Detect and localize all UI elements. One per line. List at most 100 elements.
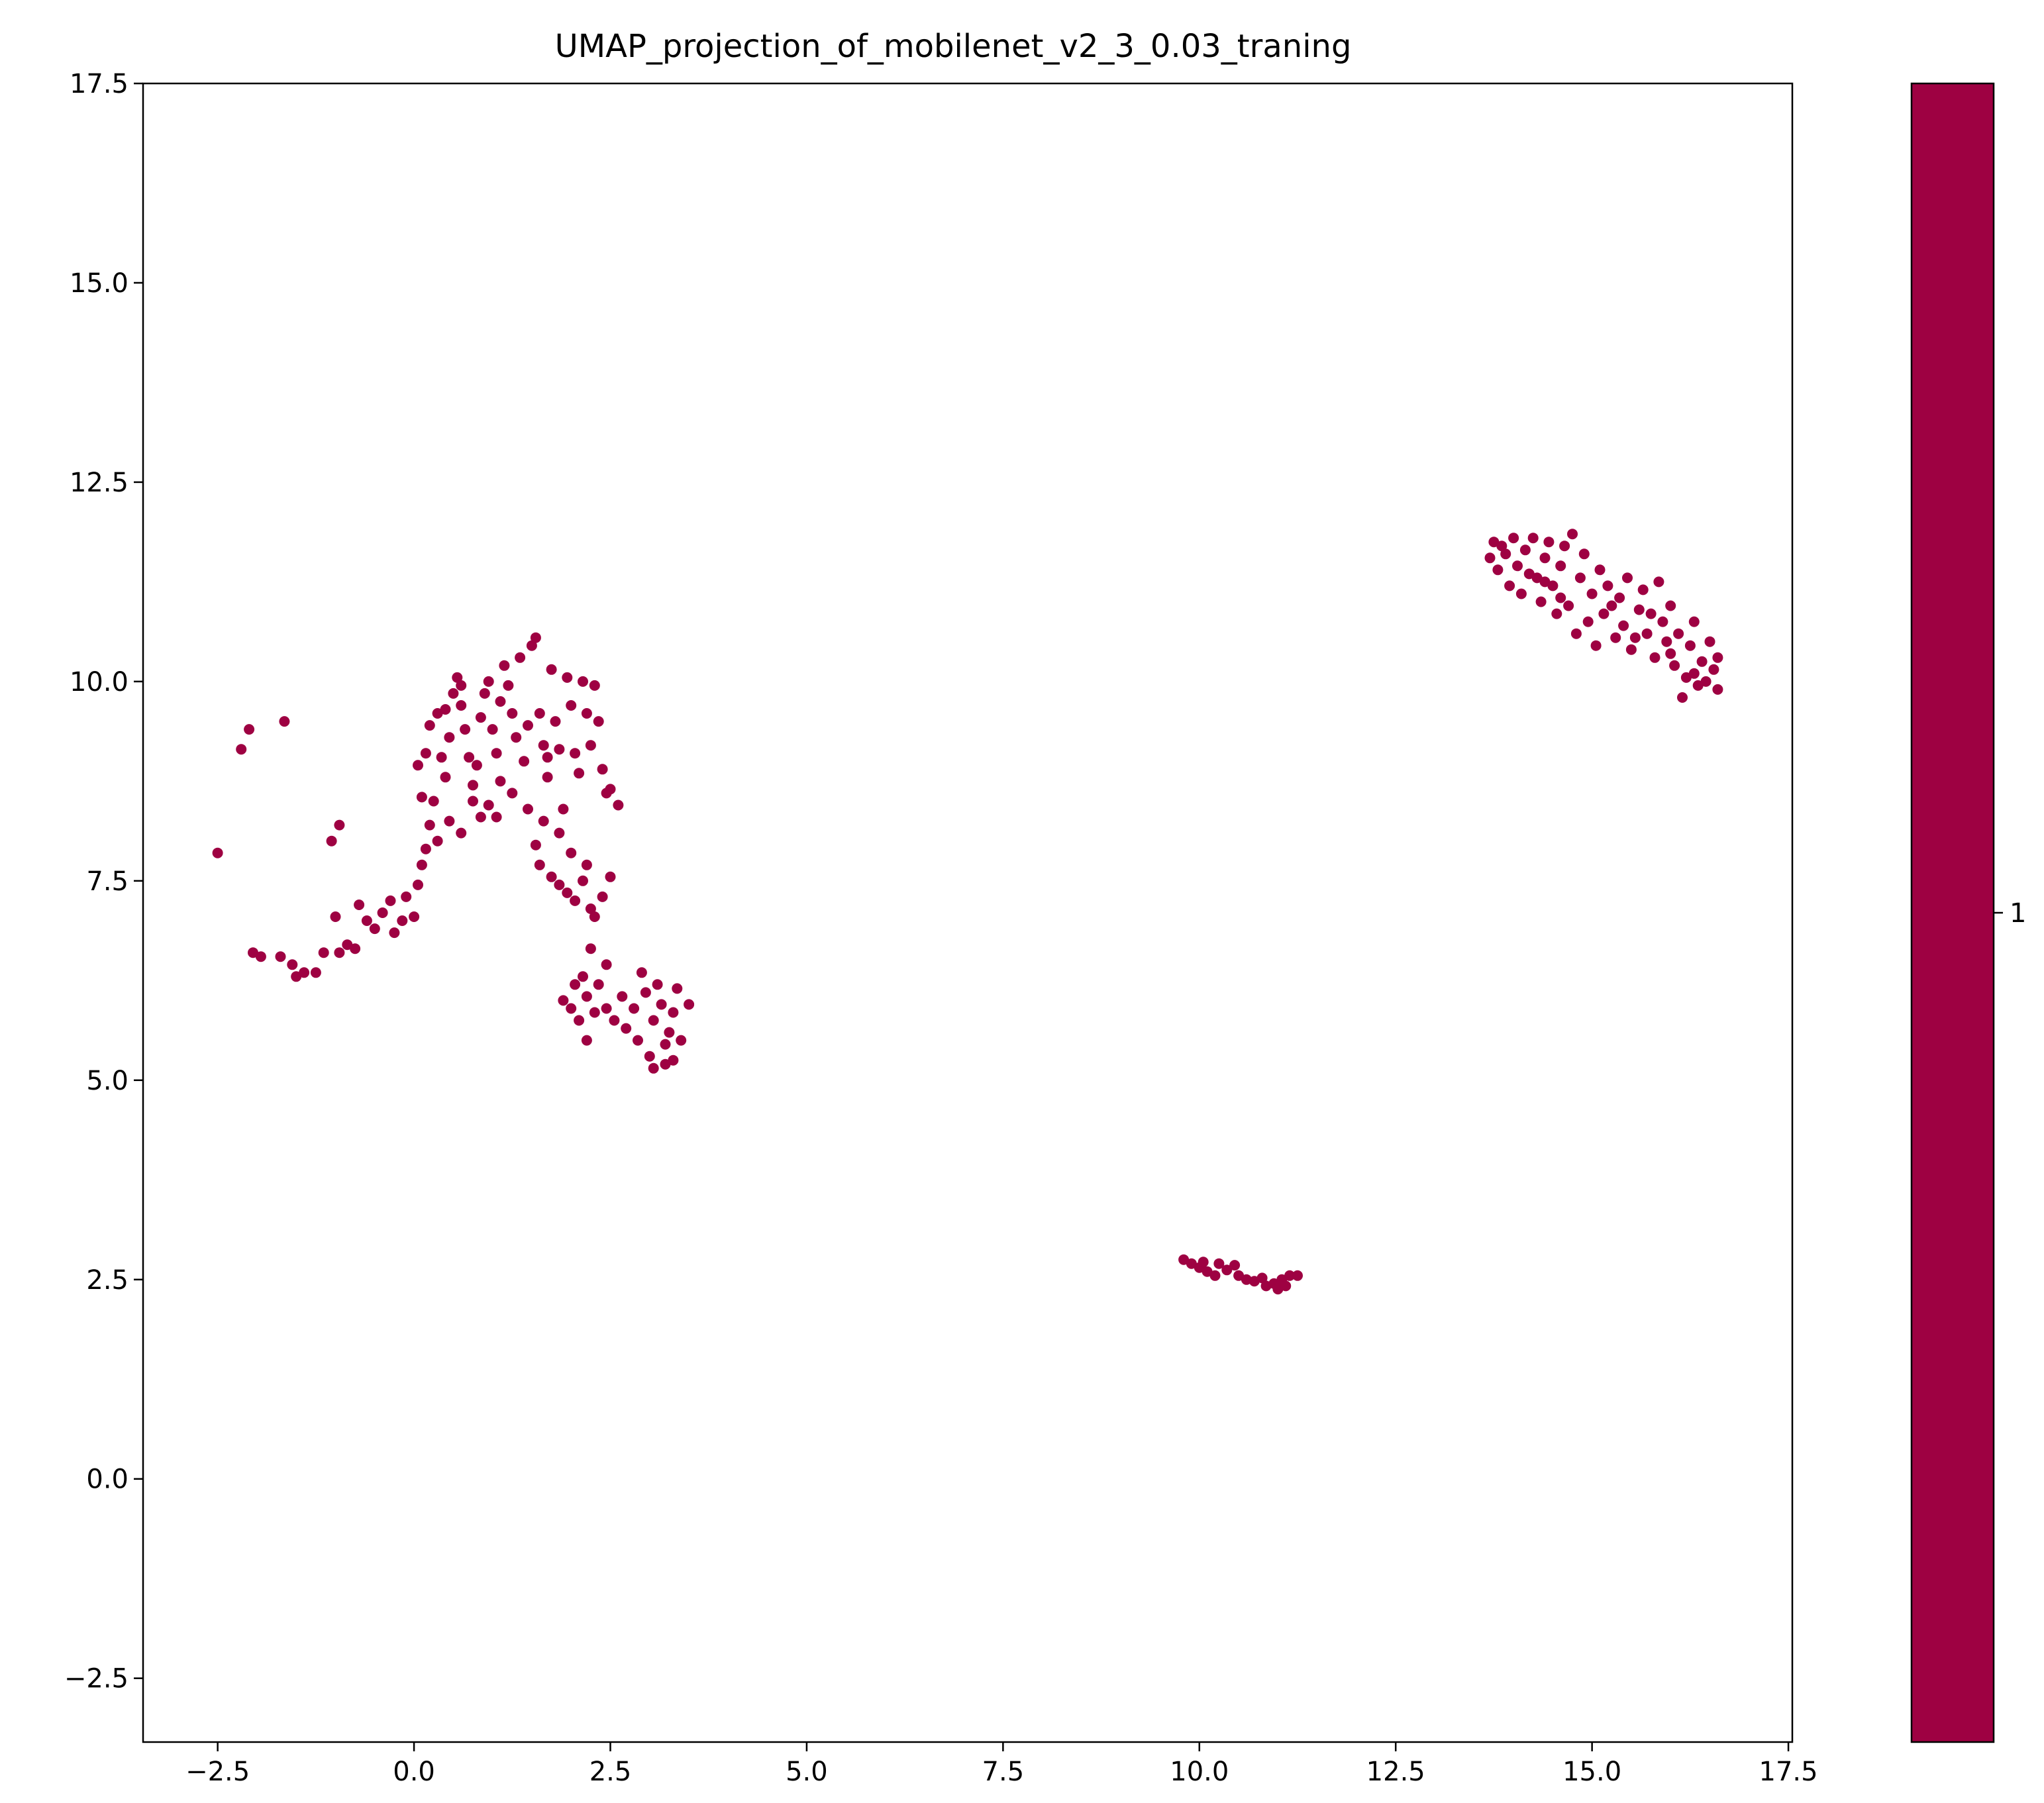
scatter-point <box>1578 548 1590 560</box>
scatter-point <box>558 995 569 1006</box>
scatter-point <box>534 708 545 719</box>
scatter-point <box>416 792 427 803</box>
scatter-point <box>212 847 223 858</box>
scatter-point <box>1559 541 1570 552</box>
scatter-point <box>1515 588 1527 599</box>
scatter-point <box>369 923 380 935</box>
scatter-point <box>542 752 553 763</box>
scatter-point <box>409 911 420 922</box>
scatter-point <box>1555 592 1566 603</box>
scatter-point <box>1622 572 1633 584</box>
scatter-point <box>1508 533 1519 544</box>
scatter-point <box>1712 652 1723 663</box>
scatter-point <box>495 696 506 707</box>
x-tick-label: 5.0 <box>786 1757 828 1787</box>
scatter-point <box>1673 628 1684 639</box>
y-tick-label: 10.0 <box>70 667 128 697</box>
scatter-point <box>570 895 581 906</box>
scatter-point <box>275 951 286 962</box>
scatter-point <box>660 1058 671 1070</box>
scatter-point <box>413 760 423 771</box>
y-tick-label: 5.0 <box>86 1066 128 1096</box>
scatter-point <box>448 688 459 699</box>
colorbar-tick-label: 1 <box>2010 898 2026 929</box>
scatter-point <box>566 1003 577 1014</box>
scatter-point <box>605 871 616 882</box>
scatter-point <box>578 971 588 982</box>
scatter-point <box>1677 692 1688 703</box>
scatter-point <box>633 1035 643 1046</box>
scatter-point <box>538 740 549 751</box>
scatter-point <box>342 939 353 951</box>
scatter-point <box>436 752 447 763</box>
scatter-point <box>585 943 596 954</box>
scatter-point <box>515 652 526 663</box>
scatter-point <box>1598 608 1610 619</box>
scatter-point <box>1700 676 1712 687</box>
scatter-point <box>1292 1270 1303 1281</box>
scatter-point <box>640 987 651 998</box>
scatter-point <box>558 803 569 815</box>
scatter-point <box>456 680 467 691</box>
scatter-point <box>523 803 533 815</box>
scatter-point <box>1504 580 1515 592</box>
scatter-point <box>1519 544 1531 556</box>
scatter-point <box>668 1007 679 1018</box>
scatter-point <box>1684 640 1696 651</box>
scatter-point <box>1547 580 1559 592</box>
scatter-point <box>236 744 247 755</box>
scatter-point <box>601 959 612 970</box>
scatter-point <box>566 847 577 858</box>
scatter-point <box>676 1035 687 1046</box>
scatter-point <box>1496 541 1507 552</box>
chart-title: UMAP_projection_of_mobilenet_v2_3_0.03_t… <box>555 28 1352 65</box>
y-tick-label: 12.5 <box>70 468 128 498</box>
scatter-point <box>1708 664 1719 675</box>
scatter-point <box>1488 537 1500 548</box>
axes-frame <box>142 82 1794 1743</box>
x-tick-label: 2.5 <box>589 1757 632 1787</box>
scatter-point <box>1653 576 1664 588</box>
scatter-point <box>538 815 549 827</box>
scatter-point <box>581 1035 592 1046</box>
scatter-point <box>578 676 588 687</box>
x-tick-label: 15.0 <box>1562 1757 1621 1787</box>
scatter-point <box>287 959 298 970</box>
scatter-point <box>503 680 514 691</box>
scatter-point <box>1531 572 1543 584</box>
scatter-point <box>244 724 255 735</box>
scatter-point <box>562 887 573 898</box>
scatter-point <box>318 947 329 958</box>
scatter-point <box>668 1055 679 1066</box>
scatter-point <box>609 1015 620 1026</box>
scatter-point <box>401 891 412 902</box>
scatter-point <box>613 799 624 811</box>
scatter-point <box>1492 564 1504 576</box>
scatter-point <box>1645 608 1657 619</box>
scatter-point <box>1712 684 1723 695</box>
scatter-point <box>1704 636 1715 647</box>
scatter-point <box>1201 1266 1213 1277</box>
scatter-point <box>428 796 439 807</box>
scatter-point <box>1629 632 1641 643</box>
scatter-point <box>420 748 431 759</box>
scatter-point <box>1637 584 1649 595</box>
scatter-point <box>444 815 455 827</box>
y-tick-label: 17.5 <box>70 69 128 99</box>
scatter-point <box>546 664 557 675</box>
scatter-point <box>570 748 581 759</box>
scatter-point <box>475 811 486 823</box>
scatter-point <box>1241 1274 1252 1285</box>
scatter-point <box>1555 560 1566 572</box>
scatter-point <box>483 799 494 811</box>
scatter-point <box>452 672 463 683</box>
scatter-point <box>464 752 475 763</box>
scatter-point <box>1602 580 1613 592</box>
colorbar-swatch <box>1910 82 1995 1743</box>
scatter-point <box>554 744 565 755</box>
scatter-point <box>644 1051 655 1062</box>
scatter-point <box>581 991 592 1002</box>
scatter-point <box>511 732 522 743</box>
scatter-point <box>1688 668 1700 679</box>
